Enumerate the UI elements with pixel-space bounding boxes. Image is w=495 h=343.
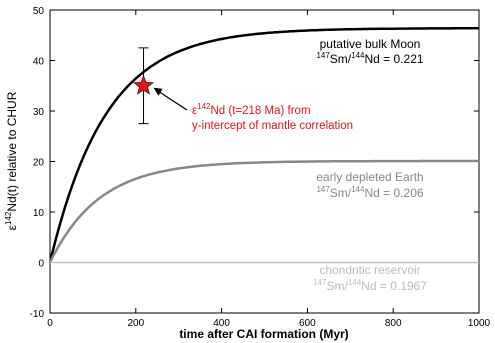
y-tick-label: 20 [33, 158, 45, 169]
y-tick-label: 40 [33, 57, 45, 68]
y-tick-label: 50 [33, 6, 45, 17]
x-tick-label: 400 [213, 318, 230, 329]
x-tick-label: 800 [385, 318, 402, 329]
series-label-0: putative bulk Moon [320, 37, 421, 51]
marker-arrow [157, 90, 188, 111]
x-axis-label: time after CAI formation (Myr) [179, 327, 348, 341]
highlight-marker: ε142Nd (t=218 Ma) from y-intercept of man… [132, 47, 353, 132]
series-ratio-2: 147Sm/144Nd = 0.1967 [313, 278, 427, 293]
x-tick-label: 600 [299, 318, 316, 329]
series-line-0 [48, 27, 479, 263]
marker-arrowhead [153, 87, 163, 96]
y-tick-label: -10 [30, 309, 45, 320]
x-tick-label: 0 [47, 318, 53, 329]
series-ratio-0: 147Sm/144Nd = 0.221 [316, 51, 423, 66]
y-tick-label: 10 [33, 208, 45, 219]
x-tick-label: 1000 [468, 318, 491, 329]
series-lines [48, 27, 479, 264]
marker-label-line2: y-intercept of mantle correlation [192, 120, 353, 132]
y-axis-label: ε142Nd(t) relative to CHUR [4, 91, 19, 230]
series-label-1: early depleted Earth [316, 170, 423, 184]
y-tick-label: 0 [38, 259, 44, 270]
series-ratio-1: 147Sm/144Nd = 0.206 [316, 185, 423, 200]
x-tick-label: 200 [127, 318, 144, 329]
marker-label-line1: ε142Nd (t=218 Ma) from [192, 102, 311, 117]
series-label-2: chondritic reservoir [319, 263, 420, 277]
star-marker [132, 74, 155, 95]
series-line-1 [48, 159, 479, 264]
y-tick-label: 30 [33, 107, 45, 118]
